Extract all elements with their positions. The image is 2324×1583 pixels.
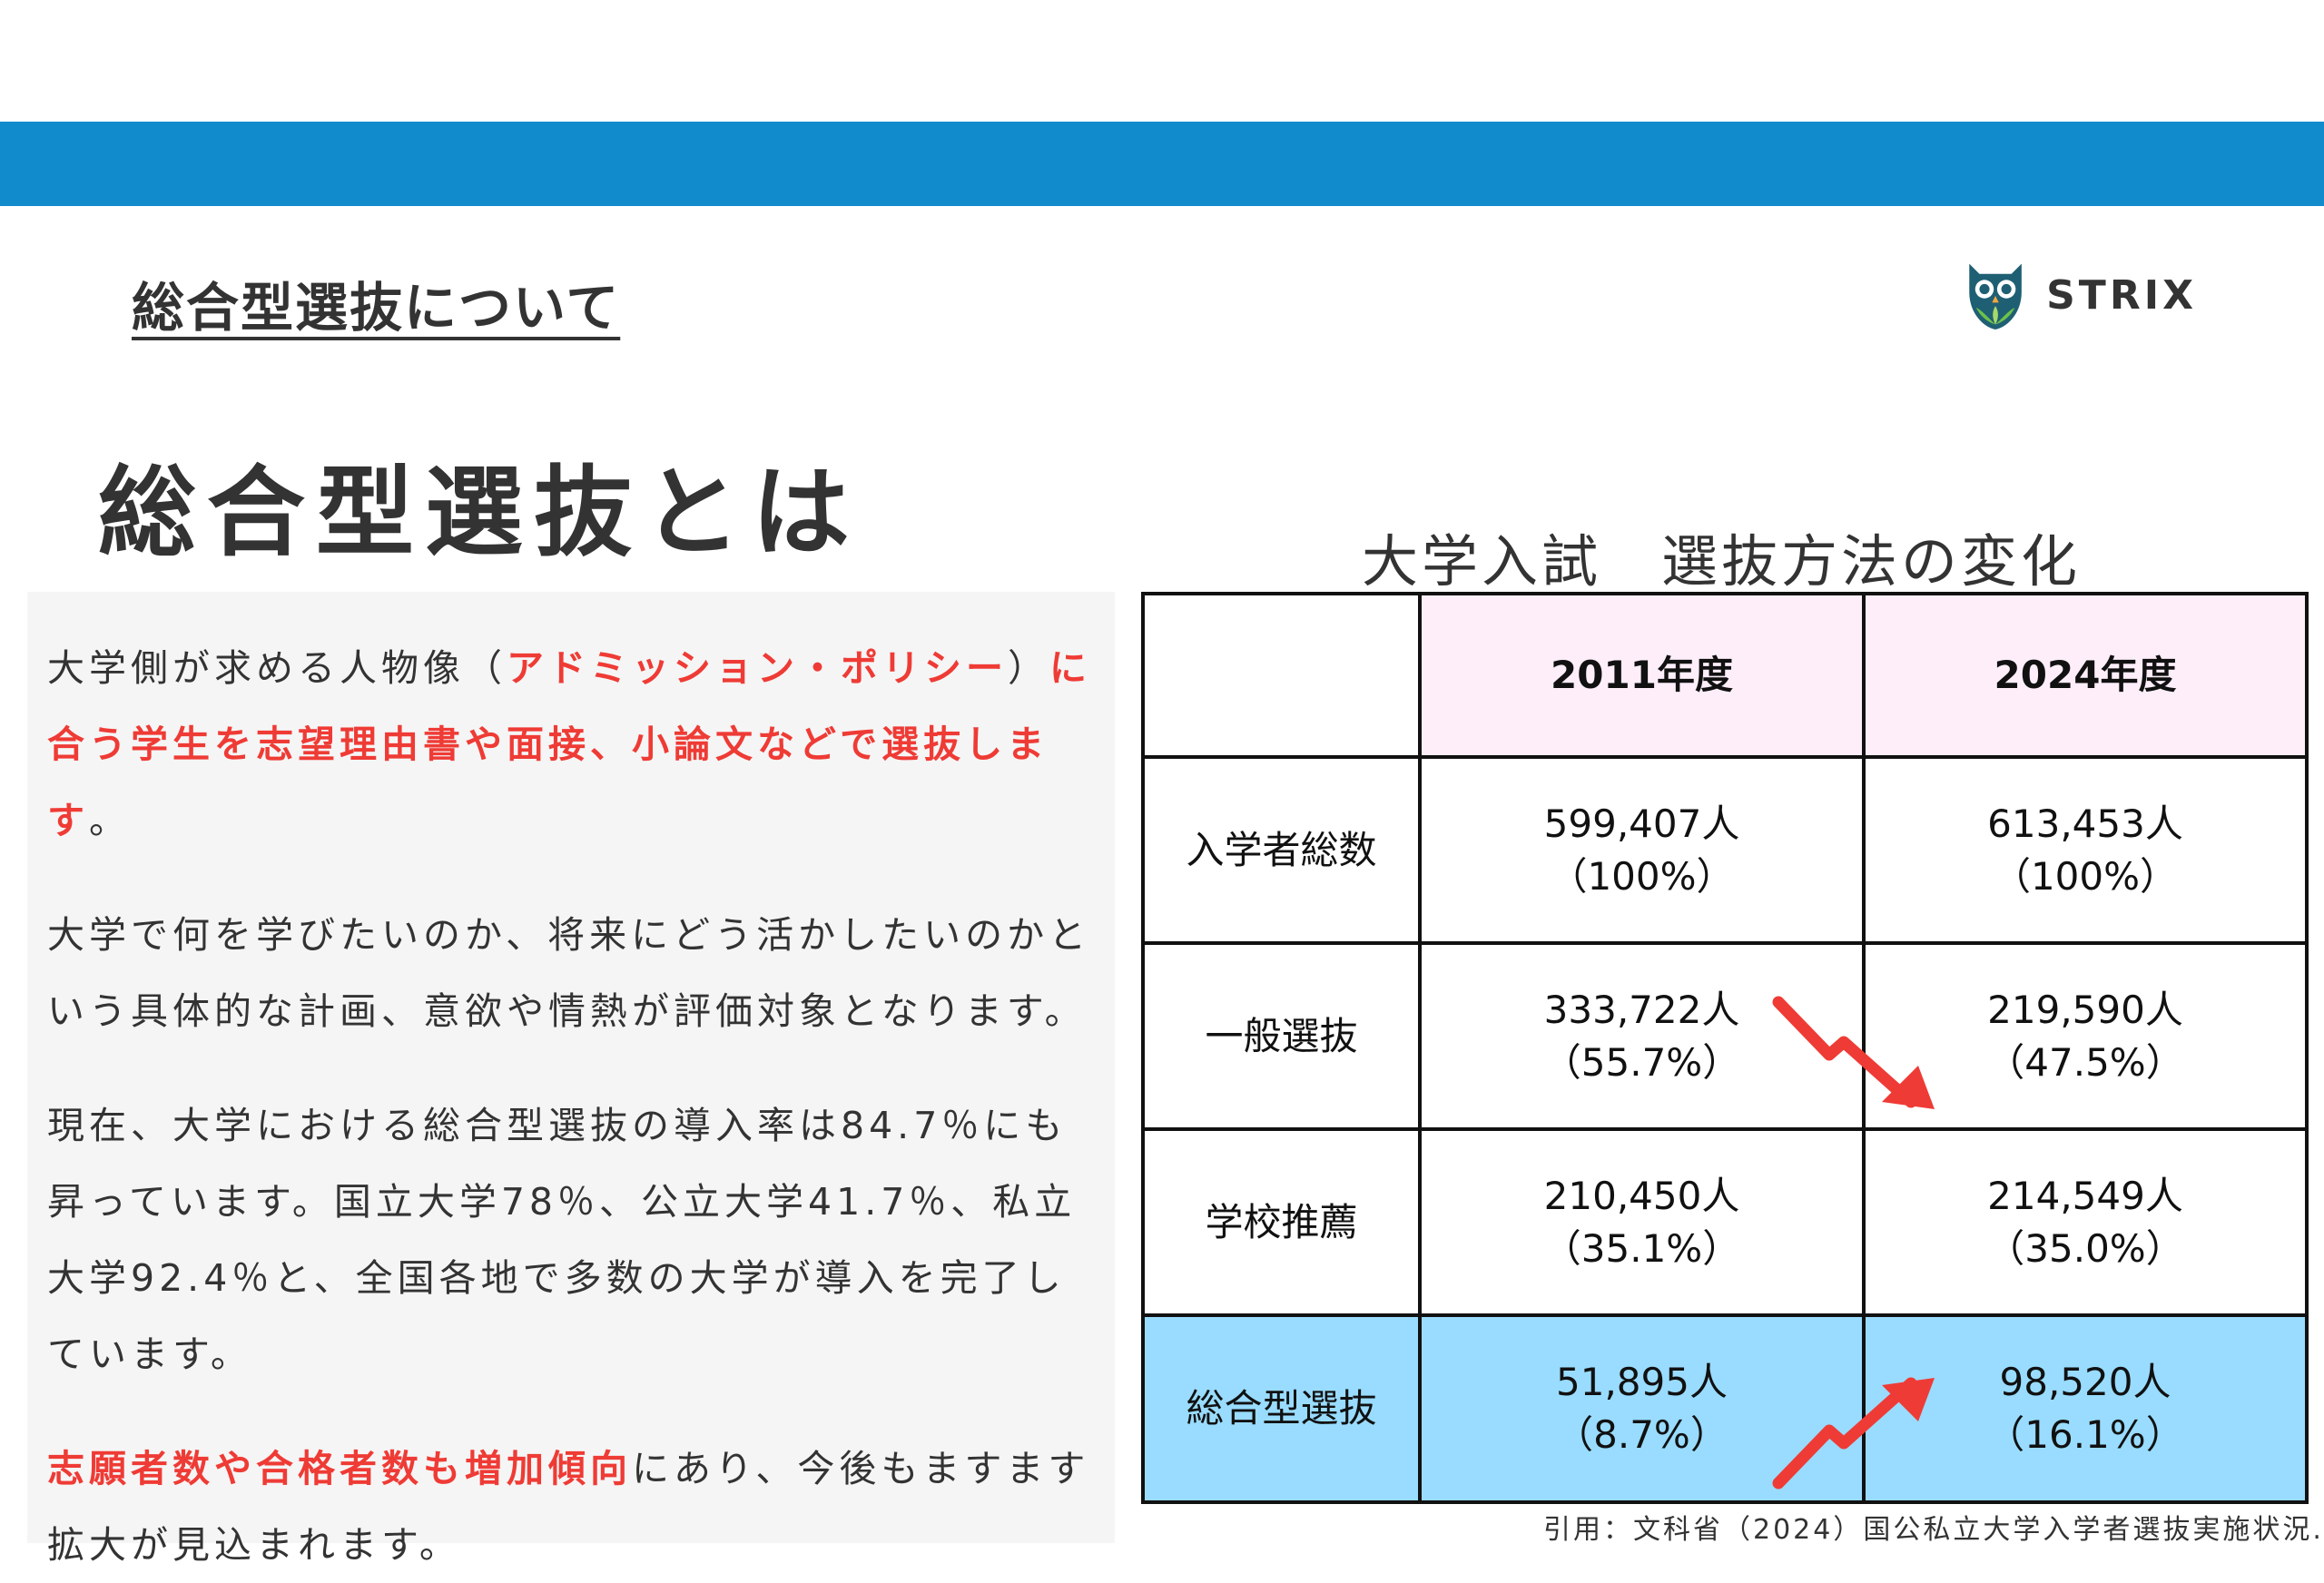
paragraph-1: 大学側が求める人物像（アドミッション・ポリシー）に合う学生を志望理由書や面接、小… <box>47 630 1098 859</box>
column-header-2011: 2011年度 <box>1422 595 1866 759</box>
cell-percent: （100%） <box>1549 853 1735 899</box>
cell-value: 98,520人 <box>1999 1360 2171 1404</box>
cell-percent: （16.1%） <box>1986 1412 2184 1457</box>
cell-value: 599,407人 <box>1543 801 1740 846</box>
column-header-2024: 2024年度 <box>1866 595 2305 759</box>
paragraph-3: 現在、大学における総合型選抜の導入率は84.7％にも昇っています。国立大学78％… <box>47 1104 1077 1376</box>
table-corner-cell <box>1145 595 1422 759</box>
cell-percent: （100%） <box>1992 853 2179 899</box>
selection-method-table: 2011年度 2024年度 入学者総数 599,407人 （100%） 613,4… <box>1141 592 2309 1504</box>
main-heading: 総合型選抜とは <box>98 457 862 570</box>
up-trend-arrow-icon <box>1772 1377 1935 1490</box>
table-title: 大学入試 選抜方法の変化 <box>1362 528 2082 595</box>
selection-highlight: に合う学生を志望理由書や面接、小論文などで選抜します <box>47 646 1091 842</box>
p1-text: 。 <box>89 799 131 842</box>
description-box: 大学側が求める人物像（アドミッション・ポリシー）に合う学生を志望理由書や面接、小… <box>27 592 1115 1567</box>
increase-trend-highlight: 志願者数や合格者数も増加傾向 <box>47 1447 632 1490</box>
paragraph-2: 大学で何を学びたいのか、将来にどう活かしたいのかという具体的な計画、意欲や情熱が… <box>47 913 1091 1033</box>
cell-value: 333,722人 <box>1543 987 1740 1032</box>
cell-value: 214,549人 <box>1987 1173 2183 1218</box>
row-label-school-recommendation: 学校推薦 <box>1145 1131 1422 1317</box>
cell-percent: （35.1%） <box>1542 1225 1741 1271</box>
owl-logo-icon <box>1969 263 2022 330</box>
strix-logo: STRIX <box>1961 254 2197 336</box>
logo-text: STRIX <box>2046 271 2197 319</box>
paragraph-4: 志願者数や合格者数も増加傾向にあり、今後もますます拡大が見込まれます。 <box>47 1431 1098 1583</box>
cell-value: 613,453人 <box>1987 801 2183 846</box>
cell-total-2024: 613,453人 （100%） <box>1866 759 2305 945</box>
p1-text: ） <box>1008 646 1049 690</box>
admission-policy-highlight: アドミッション・ポリシー <box>507 646 1008 690</box>
cell-value: 51,895人 <box>1556 1360 1728 1404</box>
cell-percent: （35.0%） <box>1986 1225 2184 1271</box>
p1-text: 大学側が求める人物像（ <box>47 646 507 690</box>
down-trend-arrow-icon <box>1772 996 1935 1109</box>
cell-percent: （47.5%） <box>1986 1039 2184 1085</box>
row-label-total: 入学者総数 <box>1145 759 1422 945</box>
cell-school-2011: 210,450人 （35.1%） <box>1422 1131 1866 1317</box>
cell-school-2024: 214,549人 （35.0%） <box>1866 1131 2305 1317</box>
top-banner-bar <box>0 122 2324 206</box>
cell-total-2011: 599,407人 （100%） <box>1422 759 1866 945</box>
cell-value: 210,450人 <box>1543 1173 1740 1218</box>
row-label-comprehensive: 総合型選抜 <box>1145 1317 1422 1500</box>
cell-value: 219,590人 <box>1987 987 2183 1032</box>
cell-comprehensive-2024: 98,520人 （16.1%） <box>1866 1317 2305 1500</box>
cell-percent: （8.7%） <box>1555 1412 1728 1457</box>
cell-general-2024: 219,590人 （47.5%） <box>1866 945 2305 1131</box>
section-title: 総合型選抜について <box>132 277 621 339</box>
cell-percent: （55.7%） <box>1542 1039 1741 1085</box>
row-label-general: 一般選抜 <box>1145 945 1422 1131</box>
citation: 引用：文科省（2024）国公私立大学入学者選抜実施状況. <box>1543 1514 2324 1546</box>
cell-comprehensive-2011: 51,895人 （8.7%） <box>1422 1317 1866 1500</box>
cell-general-2011: 333,722人 （55.7%） <box>1422 945 1866 1131</box>
